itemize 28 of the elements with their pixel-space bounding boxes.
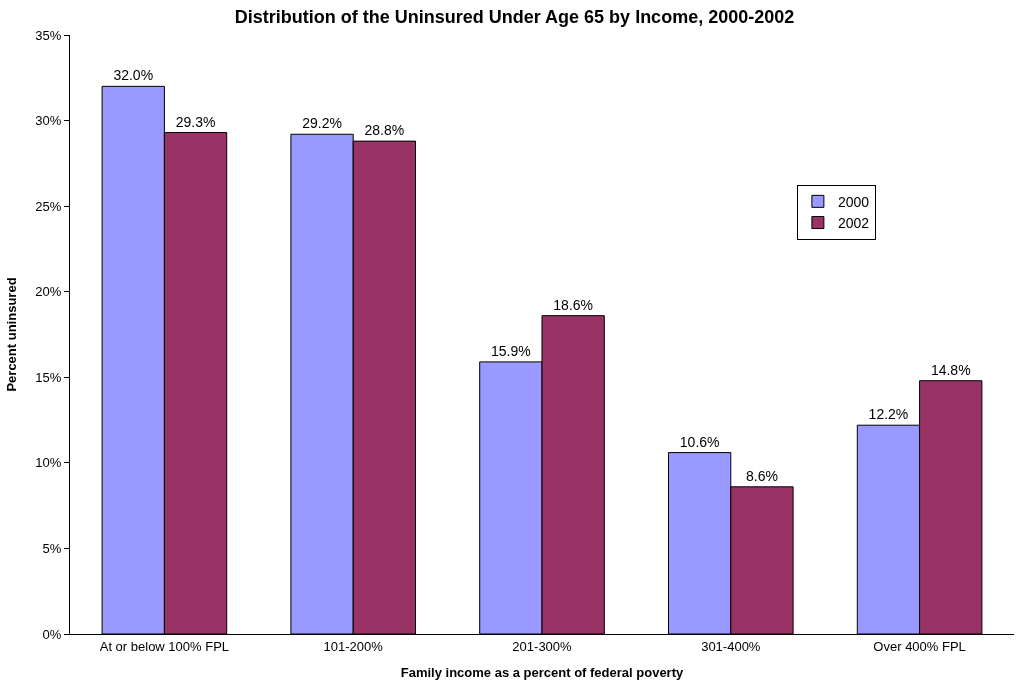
x-tick-label: 301-400% xyxy=(701,638,761,654)
data-label: 32.0% xyxy=(113,67,154,84)
y-tick-label: 5% xyxy=(42,540,62,556)
data-label: 8.6% xyxy=(745,467,778,484)
data-label: 12.2% xyxy=(868,406,909,423)
x-tick-label: 101-200% xyxy=(323,638,384,654)
data-label: 15.9% xyxy=(491,342,531,359)
data-label: 29.3% xyxy=(175,113,216,130)
y-tick-label: 20% xyxy=(35,284,62,300)
x-tick-label: Over 400% FPL xyxy=(873,638,966,654)
x-tick-label: At or below 100% FPL xyxy=(99,638,230,654)
y-axis-title: Percent uninsured xyxy=(4,277,20,392)
legend-label: 2000 xyxy=(837,193,870,210)
y-tick-label: 0% xyxy=(42,626,62,642)
y-tick-label: 10% xyxy=(35,455,62,471)
y-tick-label: 15% xyxy=(35,369,62,385)
data-label: 18.6% xyxy=(553,296,593,313)
y-tick-label: 30% xyxy=(35,113,62,129)
data-label: 28.8% xyxy=(364,122,405,139)
x-axis-title: Family income as a percent of federal poverty xyxy=(400,665,685,681)
data-label: 10.6% xyxy=(679,433,720,450)
data-label: 14.8% xyxy=(930,361,971,378)
chart-title: Distribution of the Uninsured Under Age 65 by Income, 2000-2002 xyxy=(234,7,795,28)
data-label: 29.2% xyxy=(302,115,342,132)
y-tick-label: 35% xyxy=(35,27,62,43)
x-tick-label: 201-300% xyxy=(512,638,573,654)
legend-label: 2002 xyxy=(837,215,870,232)
y-tick-label: 25% xyxy=(35,198,62,214)
